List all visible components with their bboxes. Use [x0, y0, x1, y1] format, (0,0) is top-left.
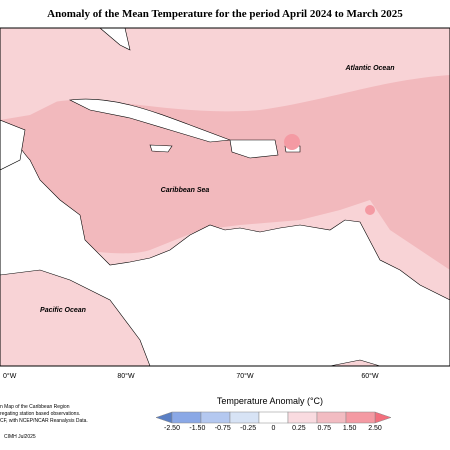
footnote: regating station based observations. — [0, 411, 80, 417]
map: Atlantic Ocean Caribbean Sea Pacific Oce… — [0, 27, 450, 367]
colorbar-tick-label: 0.75 — [317, 425, 331, 432]
colorbar-tick-label: 0 — [272, 425, 276, 432]
colorbar: -2.50 -1.50 -0.75 -0.25 0 0.25 0.75 1.50 2.50 — [155, 411, 392, 432]
hotspot — [365, 205, 375, 215]
colorbar-tick-label: 2.50 — [368, 425, 382, 432]
ocean-label: Atlantic Ocean — [344, 65, 394, 72]
colorbar-bin — [171, 411, 202, 424]
longitude-label: 80°W — [117, 372, 135, 380]
longitude-label: 70°W — [236, 372, 254, 380]
light-band — [0, 28, 450, 120]
longitude-label: 0°W — [3, 372, 17, 380]
jamaica — [149, 144, 173, 153]
colorbar-bin — [316, 411, 347, 424]
land — [0, 119, 26, 171]
colorbar-bin — [200, 411, 231, 424]
colorbar-tick-label: -1.50 — [189, 425, 205, 432]
hotspot — [284, 134, 300, 150]
colorbar-bin — [345, 411, 376, 424]
colorbar-end — [155, 411, 173, 424]
colorbar-tick-label: -0.75 — [215, 425, 231, 432]
colorbar-bin — [229, 411, 260, 424]
colorbar-bin — [287, 411, 318, 424]
credit: CIMH Jul2025 — [4, 434, 36, 440]
cuba — [68, 98, 231, 143]
colorbar-tick-label: 0.25 — [292, 425, 306, 432]
hispaniola — [229, 139, 279, 159]
title: Anomaly of the Mean Temperature for the … — [47, 8, 403, 20]
light-band — [0, 28, 70, 120]
colorbar-end — [374, 411, 392, 424]
ocean-label: Pacific Ocean — [40, 307, 86, 314]
colorbar-tick-label: -0.25 — [240, 425, 256, 432]
colorbar-bin — [258, 411, 289, 424]
colorbar-tick-label: 1.50 — [343, 425, 357, 432]
legend-title: Temperature Anomaly (°C) — [217, 396, 323, 406]
frame — [0, 27, 450, 367]
footnote: CF, with NCEP/NCAR Reanalysis Data. — [0, 418, 88, 424]
land — [0, 119, 450, 367]
footnote: n Map of the Caribbean Region — [0, 404, 70, 410]
colorbar-tick-label: -2.50 — [164, 425, 180, 432]
sea-label: Caribbean Sea — [161, 187, 210, 194]
longitude-label: 60°W — [361, 372, 379, 380]
